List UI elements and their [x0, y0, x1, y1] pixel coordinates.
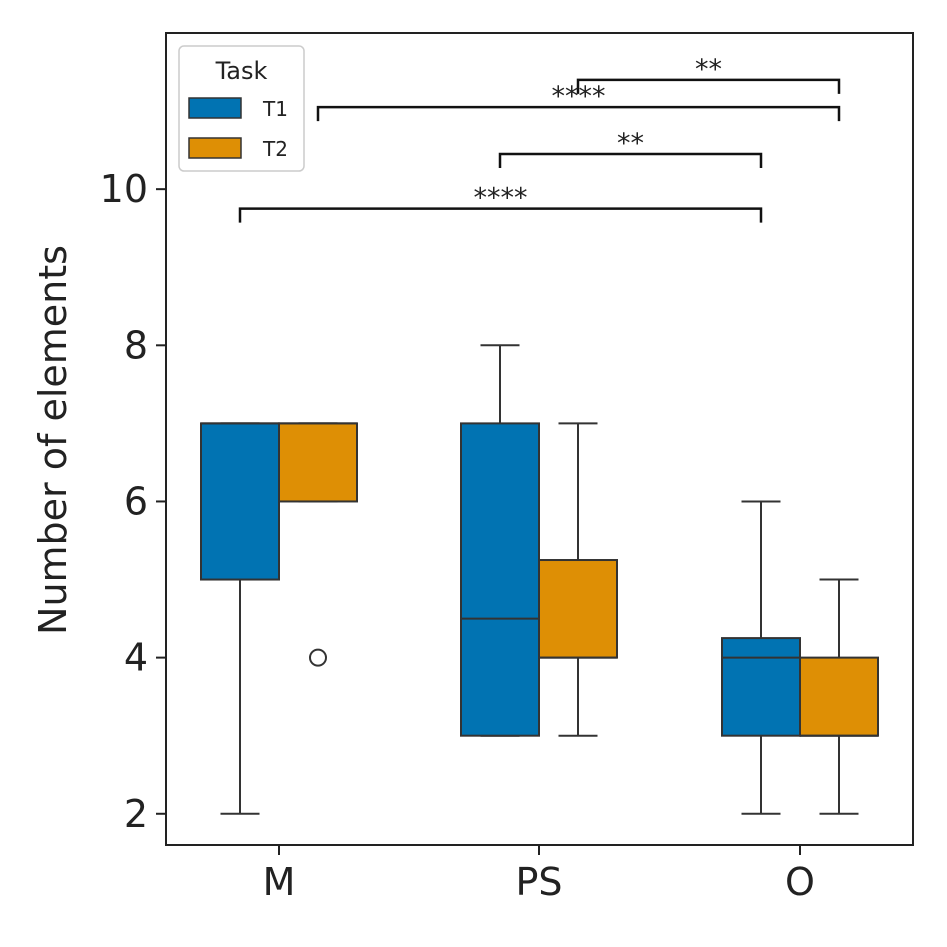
box-body — [278, 422, 358, 503]
significance-label: **** — [552, 81, 606, 112]
bracket-line — [576, 78, 841, 94]
box-T2-O — [799, 578, 879, 815]
significance-bracket-3: **** — [238, 183, 763, 223]
box-T1-PS — [460, 344, 540, 737]
legend-swatch — [188, 137, 242, 159]
significance-bracket-2: ** — [498, 128, 763, 169]
legend-label: T1 — [262, 97, 288, 121]
box-body — [200, 422, 280, 581]
y-tick-label-8: 8 — [124, 323, 148, 367]
outlier-point — [309, 648, 327, 667]
y-tick-label-2: 2 — [124, 792, 148, 836]
significance-label: **** — [474, 183, 528, 214]
bracket-line — [316, 105, 841, 122]
significance-bracket-1: **** — [316, 81, 841, 122]
box-T2-PS — [538, 422, 618, 737]
significance-label: ** — [695, 54, 722, 85]
y-tick-label-6: 6 — [124, 479, 148, 523]
box-body — [538, 559, 618, 659]
legend-item-T2: T2 — [188, 137, 288, 161]
legend-title: Task — [215, 57, 268, 85]
x-tick-label-O: O — [785, 860, 815, 904]
box-body — [799, 656, 879, 737]
y-tick-label-10: 10 — [100, 167, 148, 211]
legend-swatch — [188, 97, 242, 119]
x-tick-label-PS: PS — [515, 860, 562, 904]
box-body — [721, 637, 801, 737]
box-T1-O — [721, 500, 801, 815]
box-T2-M — [278, 422, 358, 667]
legend-item-T1: T1 — [188, 97, 288, 121]
bracket-line — [238, 207, 763, 223]
bracket-line — [498, 152, 763, 169]
y-axis-label: Number of elements — [31, 245, 75, 635]
y-tick-label-4: 4 — [124, 636, 148, 680]
box-body — [460, 422, 540, 737]
legend: Task T1 T2 — [178, 45, 305, 172]
box-T1-M — [200, 422, 280, 815]
significance-label: ** — [617, 128, 644, 159]
x-tick-label-M: M — [263, 860, 296, 904]
significance-bracket-0: ** — [576, 54, 841, 94]
legend-label: T2 — [262, 137, 288, 161]
